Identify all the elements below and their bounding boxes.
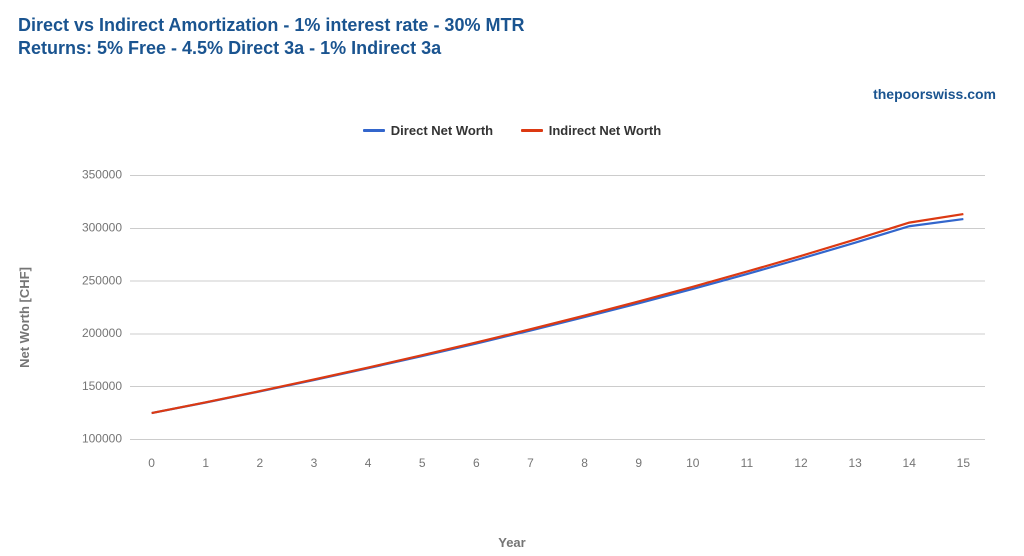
attribution-text: thepoorswiss.com — [873, 86, 996, 102]
svg-text:4: 4 — [365, 456, 372, 470]
svg-text:15: 15 — [957, 456, 971, 470]
svg-text:250000: 250000 — [82, 273, 122, 287]
legend-swatch-direct — [363, 129, 385, 132]
legend-item-direct: Direct Net Worth — [363, 123, 493, 138]
svg-text:100000: 100000 — [82, 432, 122, 446]
svg-text:9: 9 — [635, 456, 642, 470]
svg-text:10: 10 — [686, 456, 700, 470]
svg-text:11: 11 — [741, 456, 754, 470]
svg-text:2: 2 — [257, 456, 264, 470]
svg-text:7: 7 — [527, 456, 534, 470]
svg-text:150000: 150000 — [82, 379, 122, 393]
svg-text:8: 8 — [581, 456, 588, 470]
svg-text:12: 12 — [794, 456, 808, 470]
svg-text:5: 5 — [419, 456, 426, 470]
plot-area: 1000001500002000002500003000003500000123… — [75, 155, 995, 480]
svg-text:350000: 350000 — [82, 168, 122, 182]
chart-container: Direct vs Indirect Amortization - 1% int… — [0, 0, 1024, 556]
legend-label-indirect: Indirect Net Worth — [549, 123, 661, 138]
x-axis-title: Year — [0, 535, 1024, 550]
svg-text:1: 1 — [202, 456, 209, 470]
svg-text:13: 13 — [848, 456, 862, 470]
legend-label-direct: Direct Net Worth — [391, 123, 493, 138]
svg-text:6: 6 — [473, 456, 480, 470]
svg-text:3: 3 — [311, 456, 318, 470]
title-line-1: Direct vs Indirect Amortization - 1% int… — [18, 15, 524, 35]
chart-legend: Direct Net Worth Indirect Net Worth — [0, 120, 1024, 138]
y-axis-title: Net Worth [CHF] — [17, 267, 32, 368]
svg-text:300000: 300000 — [82, 221, 122, 235]
svg-text:0: 0 — [148, 456, 155, 470]
title-line-2: Returns: 5% Free - 4.5% Direct 3a - 1% I… — [18, 38, 441, 58]
svg-text:200000: 200000 — [82, 326, 122, 340]
legend-item-indirect: Indirect Net Worth — [521, 123, 661, 138]
plot-svg: 1000001500002000002500003000003500000123… — [75, 155, 995, 480]
chart-title: Direct vs Indirect Amortization - 1% int… — [18, 14, 524, 61]
legend-swatch-indirect — [521, 129, 543, 132]
svg-text:14: 14 — [903, 456, 917, 470]
